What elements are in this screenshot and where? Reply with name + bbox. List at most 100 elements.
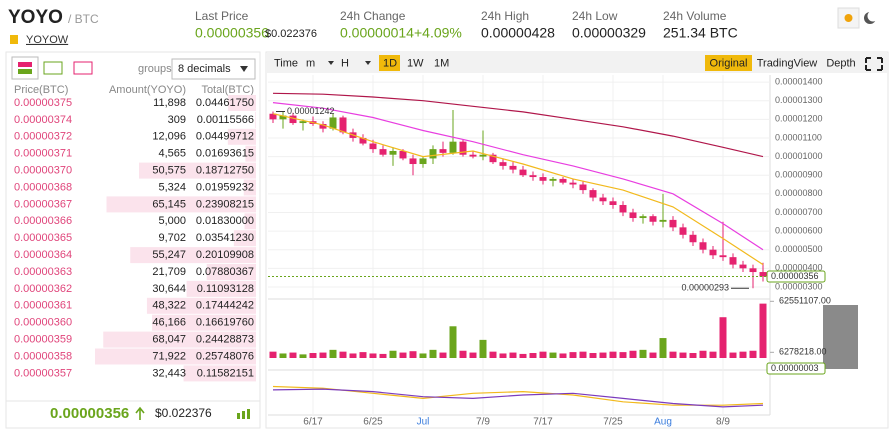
fullscreen-icon[interactable] bbox=[865, 57, 883, 71]
toolbar-button[interactable] bbox=[705, 55, 752, 71]
candle-body bbox=[359, 137, 367, 144]
toolbar-button[interactable] bbox=[270, 55, 300, 71]
ask-total[interactable]: 0.17444242 bbox=[196, 300, 254, 312]
ask-amount[interactable]: 309 bbox=[168, 114, 186, 126]
icon-part bbox=[242, 411, 245, 419]
view-bids[interactable] bbox=[43, 61, 63, 75]
toolbar-label[interactable]: Time bbox=[274, 57, 298, 69]
toolbar-button[interactable] bbox=[823, 55, 859, 71]
toolbar-label[interactable]: 1W bbox=[407, 57, 424, 69]
volume-bar bbox=[409, 351, 417, 358]
ask-amount[interactable]: 12,096 bbox=[152, 131, 186, 143]
stat-value: 251.34 BTC bbox=[663, 25, 738, 41]
y-tick-label: 0.00000400 bbox=[775, 263, 823, 273]
ask-price[interactable]: 0.00000357 bbox=[14, 367, 72, 379]
ask-amount[interactable]: 11,898 bbox=[153, 97, 186, 109]
candle-body bbox=[329, 117, 337, 129]
ask-total[interactable]: 0.18712750 bbox=[196, 165, 254, 177]
toolbar-label[interactable]: TradingView bbox=[757, 57, 818, 69]
ask-price[interactable]: 0.00000363 bbox=[14, 266, 72, 278]
y-tick-label: 0.00000900 bbox=[775, 170, 823, 180]
column-header: Amount(YOYO) bbox=[109, 84, 186, 96]
toolbar-label[interactable]: m bbox=[306, 57, 315, 69]
ask-total[interactable]: 0.16619760 bbox=[196, 317, 254, 329]
ask-amount[interactable]: 32,443 bbox=[152, 367, 186, 379]
ask-total[interactable]: 0.04461750 bbox=[196, 97, 254, 109]
ask-price[interactable]: 0.00000372 bbox=[14, 131, 72, 143]
ask-amount[interactable]: 46,166 bbox=[152, 317, 186, 329]
toolbar-label[interactable]: Depth bbox=[826, 57, 855, 69]
candle-body bbox=[739, 264, 747, 269]
ask-total[interactable]: 0.01830000 bbox=[196, 215, 254, 227]
x-tick-label: 7/17 bbox=[533, 417, 553, 428]
ask-total[interactable]: 0.01693615 bbox=[196, 148, 254, 160]
candle-body bbox=[379, 149, 387, 155]
ask-total[interactable]: 0.11582151 bbox=[197, 367, 254, 379]
volume-bar bbox=[299, 354, 307, 358]
volume-bar bbox=[659, 338, 667, 358]
ask-amount[interactable]: 65,145 bbox=[152, 198, 186, 210]
ask-amount[interactable]: 30,644 bbox=[152, 283, 186, 295]
toolbar-label[interactable]: 1D bbox=[383, 57, 397, 69]
ask-total[interactable]: 0.01959232 bbox=[196, 181, 254, 193]
toolbar-label[interactable]: H bbox=[341, 57, 349, 69]
ask-total[interactable]: 0.11093128 bbox=[197, 283, 254, 295]
ask-price[interactable]: 0.00000362 bbox=[14, 283, 72, 295]
ask-total[interactable]: 0.24428873 bbox=[196, 334, 254, 346]
toolbar-button[interactable] bbox=[430, 55, 452, 71]
volume-bar bbox=[509, 352, 517, 358]
ask-price[interactable]: 0.00000361 bbox=[14, 300, 72, 312]
ask-price[interactable]: 0.00000366 bbox=[14, 215, 72, 227]
ask-amount[interactable]: 71,922 bbox=[152, 350, 186, 362]
candle-body bbox=[689, 234, 697, 243]
volume-bar bbox=[699, 350, 707, 358]
ask-amount[interactable]: 4,565 bbox=[158, 148, 186, 160]
ask-amount[interactable]: 55,247 bbox=[152, 249, 186, 261]
theme-toggle[interactable] bbox=[837, 7, 879, 29]
view-asks[interactable] bbox=[73, 61, 93, 75]
toolbar-button[interactable] bbox=[754, 55, 820, 71]
ask-price[interactable]: 0.00000371 bbox=[14, 148, 72, 160]
ask-amount[interactable]: 21,709 bbox=[152, 266, 186, 278]
ask-amount[interactable]: 5,000 bbox=[158, 215, 186, 227]
ask-price[interactable]: 0.00000364 bbox=[14, 249, 72, 261]
ask-price[interactable]: 0.00000374 bbox=[14, 114, 72, 126]
volume-bar bbox=[319, 352, 327, 358]
toolbar-button[interactable] bbox=[337, 55, 373, 71]
ask-total[interactable]: 0.00115566 bbox=[197, 114, 254, 126]
toolbar-button[interactable] bbox=[302, 55, 336, 71]
ask-price[interactable]: 0.00000360 bbox=[14, 317, 72, 329]
ask-price[interactable]: 0.00000370 bbox=[14, 165, 72, 177]
view-both[interactable] bbox=[11, 56, 39, 80]
ask-amount[interactable]: 68,047 bbox=[152, 334, 186, 346]
ask-amount[interactable]: 9,702 bbox=[158, 232, 186, 244]
moving-average bbox=[272, 102, 764, 251]
ask-price[interactable]: 0.00000368 bbox=[14, 181, 72, 193]
ask-price[interactable]: 0.00000375 bbox=[14, 97, 72, 109]
groups-select[interactable] bbox=[171, 58, 256, 80]
ask-price[interactable]: 0.00000365 bbox=[14, 232, 72, 244]
ask-price[interactable]: 0.00000358 bbox=[14, 350, 72, 362]
ask-total[interactable]: 0.04499712 bbox=[196, 131, 254, 143]
toolbar-label[interactable]: 1M bbox=[434, 57, 449, 69]
ask-amount[interactable]: 48,322 bbox=[152, 300, 186, 312]
ask-total[interactable]: 0.25748076 bbox=[196, 350, 254, 362]
toolbar-button[interactable] bbox=[379, 55, 400, 71]
scroll-handle[interactable] bbox=[823, 305, 858, 369]
ask-total[interactable]: 0.23908215 bbox=[196, 198, 254, 210]
ask-total[interactable]: 0.07880367 bbox=[196, 266, 254, 278]
toolbar-button[interactable] bbox=[403, 55, 427, 71]
icon-part bbox=[18, 62, 32, 67]
signal-icon bbox=[237, 409, 250, 419]
ask-price[interactable]: 0.00000359 bbox=[14, 334, 72, 346]
ask-amount[interactable]: 5,324 bbox=[158, 181, 186, 193]
token-name[interactable]: YOYOW bbox=[26, 34, 69, 46]
ask-amount[interactable]: 50,575 bbox=[152, 165, 186, 177]
depth-bar bbox=[186, 280, 256, 297]
ask-price[interactable]: 0.00000367 bbox=[14, 198, 72, 210]
ask-total[interactable]: 0.20109908 bbox=[196, 249, 254, 261]
ask-total[interactable]: 0.03541230 bbox=[196, 232, 254, 244]
volume-bar bbox=[639, 349, 647, 358]
dropdown-arrow bbox=[365, 61, 371, 65]
toolbar-label[interactable]: Original bbox=[710, 57, 748, 69]
